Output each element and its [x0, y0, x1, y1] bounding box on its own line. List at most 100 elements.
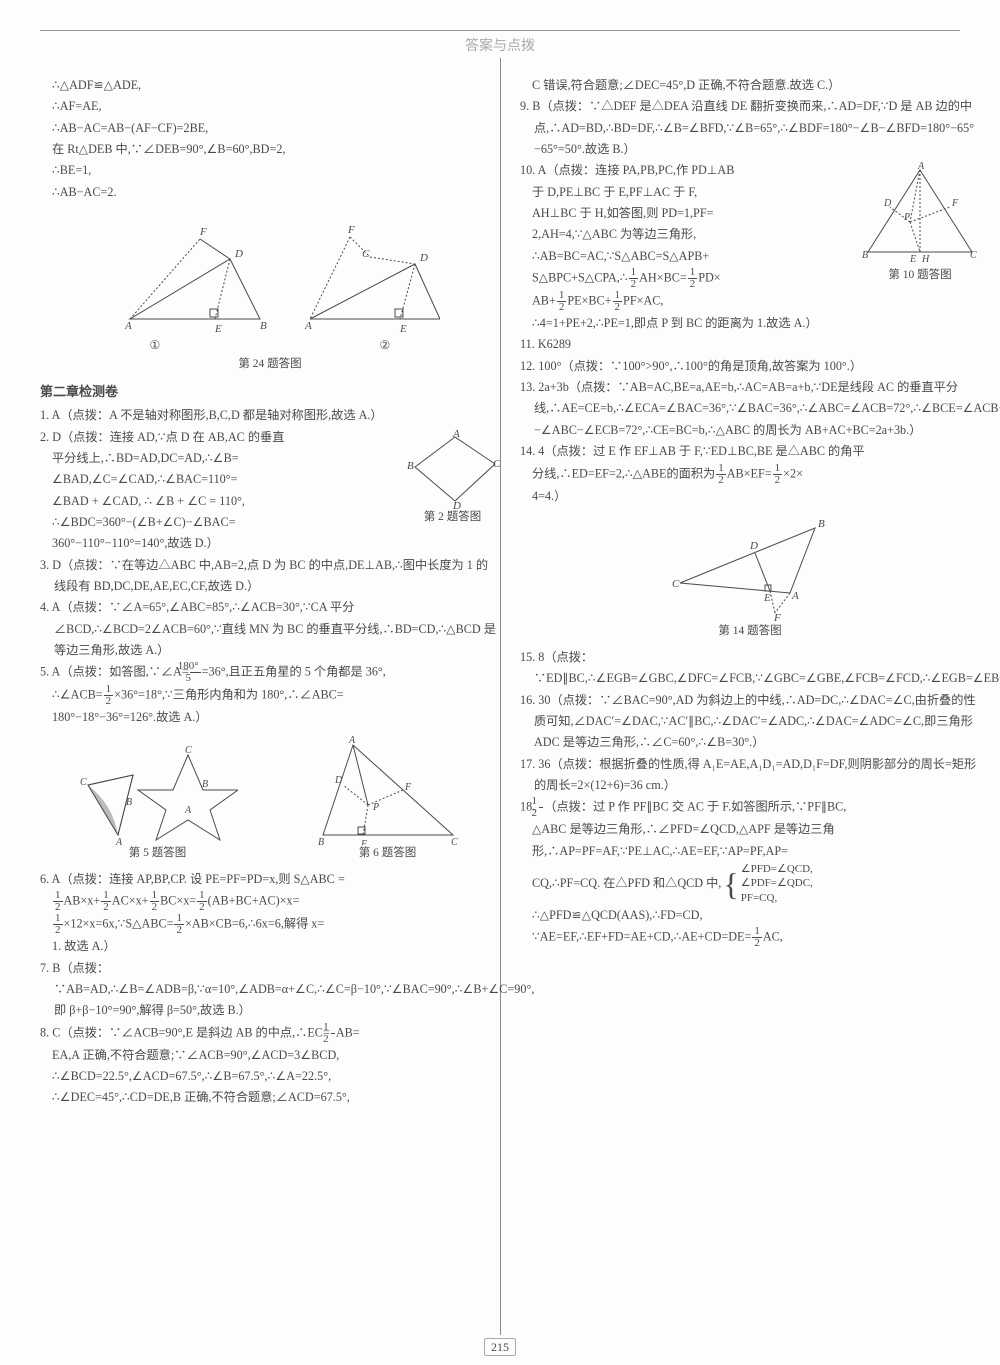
svg-text:E: E: [399, 323, 407, 335]
frac-icon: 12: [539, 796, 543, 819]
svg-text:B: B: [818, 518, 825, 530]
fig24-caption: 第 24 题答图: [40, 354, 500, 374]
q13: 13. 2a+3b（点拨：∵AB=AC,BE=a,AE=b,∴AC=AB=a+b…: [520, 377, 980, 441]
figure-6: ABC EP DF 第 6 题答图: [313, 735, 463, 863]
fig24-circ2: ②: [380, 335, 391, 356]
q10-block: ABC PDF EH 第 10 题答图 10. A（点拨：连接 PA,PB,PC…: [520, 160, 980, 313]
q6-line2: 12AB×x+12AC×x+12BC×x=12(AB+BC+AC)×x=: [40, 890, 500, 913]
figure-14: CB AE DF 第 14 题答图: [520, 513, 980, 641]
svg-text:B: B: [407, 460, 414, 472]
svg-text:D: D: [883, 198, 892, 209]
q8c-cont: C 错误,符合题意;∠DEC=45°,D 正确,不符合题意.故选 C.）: [520, 75, 980, 96]
q14-line1: 14. 4（点拨：过 E 作 EF⊥AB 于 F,∵ED⊥BC,BE 是△ABC…: [520, 441, 980, 462]
svg-text:A: A: [917, 162, 925, 172]
frac-icon: 12: [688, 267, 698, 290]
q18-line1: 18. 12（点拨：过 P 作 PF∥BC 交 AC 于 F.如答图所示,∵PF…: [520, 796, 980, 819]
svg-text:C: C: [451, 837, 458, 845]
fig2-svg: AB CD: [405, 429, 500, 509]
q18-aas: ∴△PFD≌△QCD(AAS),∴FD=CD,: [520, 905, 980, 926]
q18-line: △ABC 是等边三角形,∴∠PFD=∠QCD,△APF 是等边三角: [520, 819, 980, 840]
brace-content: ∠PFD=∠QCD, ∠PDF=∠QDC, PF=CQ,: [741, 862, 813, 905]
svg-text:H: H: [921, 254, 930, 265]
svg-text:C: C: [185, 745, 192, 756]
svg-text:B: B: [202, 779, 208, 790]
q4: 4. A（点拨：∵∠A=65°,∠ABC=85°,∴∠ACB=30°,∵CA 平…: [40, 597, 500, 661]
section-title: 第二章检测卷: [40, 381, 500, 404]
left-column: ∴△ADF≌△ADE, ∴AF=AE, ∴AB−AC=AB−(AF−CF)=2B…: [40, 75, 500, 1109]
fig10-caption: 第 10 题答图: [860, 265, 980, 285]
frac-icon: 12: [716, 463, 726, 486]
svg-text:B: B: [260, 320, 267, 332]
q1: 1. A（点拨：A 不是轴对称图形,B,C,D 都是轴对称图形,故选 A.）: [40, 405, 500, 426]
figures-5-6: C A B A B C 第 5 题答图: [40, 735, 500, 863]
q2-block: AB CD 第 2 题答图 2. D（点拨：连接 AD,∵点 D 在 AB,AC…: [40, 427, 500, 555]
header-title: 答案与点拨: [465, 39, 535, 54]
svg-text:E: E: [763, 592, 771, 604]
q6-end: 1. 故选 A.）: [40, 936, 500, 957]
text-line: ∴BE=1,: [52, 160, 500, 181]
q18-line: 形,∴AP=PF=AF,∵PE⊥AC,∴AE=EF,∵AP=PF,AP=: [520, 841, 980, 862]
right-column: C 错误,符合题意;∠DEC=45°,D 正确,不符合题意.故选 C.） 9. …: [520, 75, 980, 1109]
frac-icon: 12: [53, 913, 63, 936]
svg-text:B: B: [318, 837, 324, 845]
q24-continuation: ∴△ADF≌△ADE, ∴AF=AE, ∴AB−AC=AB−(AF−CF)=2B…: [40, 75, 500, 203]
svg-text:A: A: [115, 837, 123, 845]
fig24-svg: AB EF D AB EF DC: [100, 209, 440, 339]
svg-text:D: D: [334, 775, 343, 786]
q5-mid2: ×36°=18°,∵三角形内角和为 180°,∴∠ABC=: [114, 688, 344, 702]
q8-line1: 8. C（点拨：∵∠ACB=90°,E 是斜边 AB 的中点,∴EC=12AB=: [40, 1022, 500, 1045]
q10-end: ∴4=1+PE+2,∴PE=1,即点 P 到 BC 的距离为 1.故选 A.）: [520, 313, 980, 334]
svg-text:A: A: [348, 735, 356, 746]
frac-icon: 12: [331, 1022, 335, 1045]
q16: 16. 30（点拨：∵∠BAC=90°,AD 为斜边上的中线,∴AD=DC,∴∠…: [520, 690, 980, 754]
svg-text:A: A: [304, 320, 312, 332]
page-number-wrap: 215: [0, 1340, 1000, 1355]
frac-icon: 12: [197, 890, 207, 913]
q17: 17. 36（点拨：根据折叠的性质,得 A₁E=AE,A₁D₁=AD,D₁F=D…: [520, 754, 980, 797]
fig5-caption: 第 5 题答图: [78, 843, 238, 863]
svg-text:F: F: [404, 782, 412, 793]
text-line: ∴△ADF≌△ADE,: [52, 75, 500, 96]
text-line: ∴AB−AC=2.: [52, 182, 500, 203]
q6-line3: 12×12×x=6x,∵S△ABC=12×AB×CB=6,∴6x=6,解得 x=: [40, 913, 500, 936]
q3: 3. D（点拨：∵在等边△ABC 中,AB=2,点 D 为 BC 的中点,DE⊥…: [40, 555, 500, 598]
svg-text:F: F: [347, 224, 355, 236]
frac-icon: 180°5: [190, 661, 201, 684]
q2-line: 360°−110°−110°=140°,故选 D.）: [40, 533, 500, 554]
svg-text:C: C: [493, 458, 500, 470]
q5-line2: ∴∠ACB=12×36°=18°,∵三角形内角和为 180°,∴∠ABC=: [40, 684, 500, 707]
q8-line: ∴∠BCD=22.5°,∠ACD=67.5°,∴∠B=67.5°,∴∠A=22.…: [40, 1066, 500, 1087]
figure-24: AB EF D AB EF DC ① ② 第 24 题答图: [40, 209, 500, 374]
q5-post1: =36°,且正五角星的 5 个角都是 36°,: [202, 665, 386, 679]
q5: 5. A（点拨：如答图,∵∠A=180°5=36°,且正五角星的 5 个角都是 …: [40, 661, 500, 684]
fig5-svg: CAB ABC: [78, 735, 238, 845]
svg-text:A: A: [791, 590, 799, 602]
frac-icon: 12: [629, 267, 639, 290]
svg-text:C: C: [80, 777, 87, 788]
fig6-caption: 第 6 题答图: [313, 843, 463, 863]
fig24-circ1: ①: [150, 335, 161, 356]
q14-end: 4=4.）: [520, 486, 980, 507]
q8-line: ∴∠DEC=45°,∴CD=DE,B 正确,不符合题意;∠ACD=67.5°,: [40, 1087, 500, 1108]
page-header: 答案与点拨: [40, 30, 960, 55]
fig14-svg: CB AE DF: [660, 513, 840, 623]
frac-icon: 12: [174, 913, 184, 936]
q5-pre: 5. A（点拨：如答图,∵∠A=: [40, 665, 189, 679]
fig2-caption: 第 2 题答图: [405, 507, 500, 527]
svg-text:P: P: [903, 212, 910, 223]
frac-icon: 12: [53, 890, 63, 913]
frac-icon: 12: [773, 463, 783, 486]
svg-text:F: F: [199, 226, 207, 238]
text-line: ∴AF=AE,: [52, 96, 500, 117]
q6-line1: 6. A（点拨：连接 AP,BP,CP. 设 PE=PF=PD=x,则 S△AB…: [40, 869, 500, 890]
fig6-svg: ABC EP DF: [313, 735, 463, 845]
q11: 11. K6289: [520, 334, 980, 355]
q15: 15. 8（点拨：∵ED∥BC,∴∠EGB=∠GBC,∠DFC=∠FCB,∵∠G…: [520, 647, 980, 690]
svg-text:F: F: [951, 198, 959, 209]
q18-cq-pre: CQ,∴PF=CQ. 在△PFD 和△QCD 中,: [532, 873, 721, 894]
frac-icon: 12: [150, 890, 160, 913]
svg-text:C: C: [672, 578, 680, 590]
svg-text:B: B: [126, 797, 132, 808]
figure-2: AB CD 第 2 题答图: [405, 429, 500, 527]
svg-text:E: E: [909, 254, 916, 265]
